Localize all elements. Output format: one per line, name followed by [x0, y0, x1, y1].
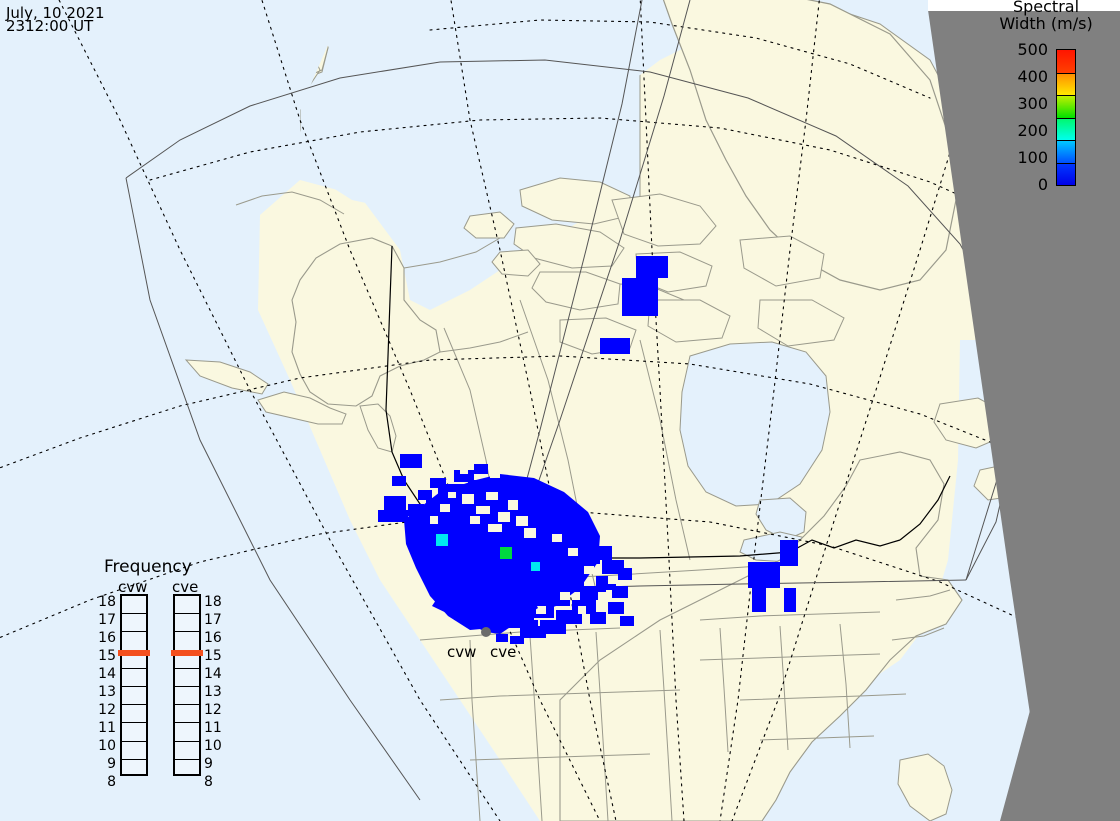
colorbar-title-line1: Spectral	[1012, 0, 1080, 16]
colorbar-title-line2: Width (m/s)	[999, 14, 1093, 33]
florida-land	[897, 753, 953, 821]
frequency-marker-cve	[171, 650, 203, 656]
scale-left-17: 17	[98, 612, 116, 628]
scatter-cell-group-northwest	[378, 454, 422, 522]
scale-right-10: 10	[204, 738, 222, 754]
scale-left-12: 12	[98, 702, 116, 718]
scale-left-18: 18	[98, 594, 116, 610]
scale-left-10: 10	[98, 738, 116, 754]
scale-left-13: 13	[98, 684, 116, 700]
colorbar-segment-400-500	[1057, 50, 1075, 73]
scale-right-14: 14	[204, 666, 222, 682]
scale-right-13: 13	[204, 684, 222, 700]
scale-right-16: 16	[204, 630, 222, 646]
colorbar-segment-0-100	[1057, 140, 1075, 163]
top-white-band	[928, 0, 1120, 11]
radar-site-label-cvw: cvw	[447, 643, 477, 661]
colorbar-tick-400: 400	[1017, 67, 1048, 86]
timestamp: July, 10 2021 2312:00 UT	[6, 4, 105, 35]
colorbar-ticks: 500 400 300 200 100 0	[986, 38, 1048, 198]
alaska-land	[291, 237, 441, 407]
timestamp-time: 2312:00 UT	[6, 17, 94, 35]
radar-site-label-cve: cve	[490, 643, 517, 661]
timestamp-date: July, 10 2021	[6, 4, 105, 22]
frequency-marker-cvw	[118, 650, 150, 656]
scale-left-14: 14	[98, 666, 116, 682]
scale-right-11: 11	[204, 720, 222, 736]
scatter-high-width-cells	[436, 534, 540, 571]
scale-right-8: 8	[204, 774, 213, 790]
scale-left-11: 11	[98, 720, 116, 736]
frequency-gauge-cve[interactable]	[173, 594, 201, 776]
gauge-label-cvw: cvw	[118, 578, 148, 596]
scale-right-18: 18	[204, 594, 222, 610]
colorbar-scale	[1056, 49, 1076, 186]
colorbar-tick-0: 0	[1037, 175, 1048, 194]
scale-left-15: 15	[98, 648, 116, 664]
arctic-ocean	[305, 0, 720, 240]
scale-right-12: 12	[204, 702, 222, 718]
scale-left-16: 16	[98, 630, 116, 646]
scale-left-8: 8	[107, 774, 116, 790]
colorbar-title: Spectral Width (m/s)	[972, 0, 1120, 32]
gauge-label-cve: cve	[172, 578, 199, 596]
greenland-mainland	[662, 0, 957, 291]
colorbar-segment-below-0	[1057, 162, 1075, 185]
scatter-data-cells	[378, 256, 798, 644]
scale-right-9: 9	[204, 756, 213, 772]
scatter-beam-wedges	[432, 576, 538, 644]
colorbar-tick-500: 500	[1017, 40, 1048, 59]
radar-site-dot	[481, 627, 491, 637]
colorbar-tick-100: 100	[1017, 148, 1048, 167]
frequency-gauge-cvw[interactable]	[120, 594, 148, 776]
scatter-cell-group-north	[600, 256, 668, 354]
scale-right-17: 17	[204, 612, 222, 628]
eastern-north-america-land	[559, 451, 963, 821]
alaska-peninsula	[257, 391, 347, 425]
colorbar-segment-200-300	[1057, 95, 1075, 118]
hudson-bay	[679, 341, 831, 507]
colorbar-segment-300-400	[1057, 72, 1075, 95]
scale-left-9: 9	[107, 756, 116, 772]
scatter-gaps	[430, 466, 616, 614]
frequency-legend-title: Frequency	[104, 557, 192, 577]
scatter-cell-group-midwest	[620, 540, 798, 626]
colorbar-tick-300: 300	[1017, 94, 1048, 113]
colorbar-tick-200: 200	[1017, 121, 1048, 140]
outside-map-lower	[1010, 580, 1120, 821]
scale-right-15: 15	[204, 648, 222, 664]
colorbar-segment-100-200	[1057, 117, 1075, 140]
